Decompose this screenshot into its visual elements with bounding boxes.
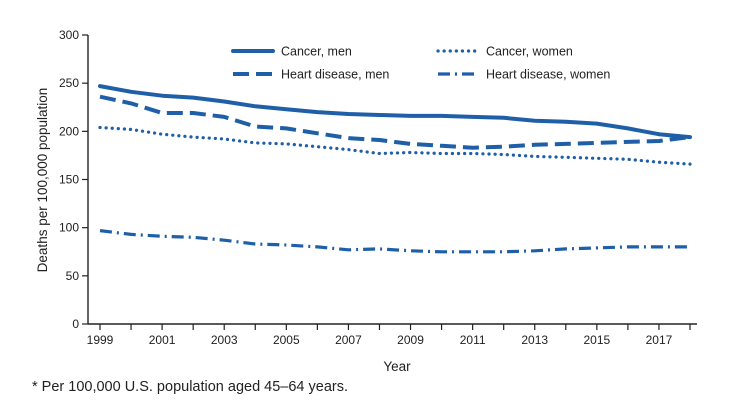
line-chart: 0 50 100 150 200 250 300 1999 2001 2003 2005 2007 2… [35, 28, 697, 374]
x-tick-label: 2017 [646, 333, 673, 347]
x-tick-label: 2013 [521, 333, 548, 347]
y-axis-title: Deaths per 100,000 population [35, 88, 50, 273]
legend-label: Cancer, men [281, 45, 352, 59]
legend-item: Heart disease, women [438, 68, 610, 82]
y-tick-label: 250 [59, 76, 79, 90]
x-axis-title: Year [383, 359, 411, 374]
footnote: * Per 100,000 U.S. population aged 45–64… [32, 379, 349, 395]
x-tick-label: 2001 [149, 333, 176, 347]
x-tick-label: 2007 [335, 333, 362, 347]
y-axis: 0 50 100 150 200 250 300 [59, 28, 89, 331]
y-tick-label: 200 [59, 124, 79, 138]
x-tick-label: 2011 [460, 333, 486, 347]
legend-item: Cancer, men [231, 45, 352, 59]
y-tick-label: 50 [66, 269, 80, 283]
x-tick-label: 2005 [273, 333, 300, 347]
series-line-cancer-women [98, 125, 692, 166]
y-tick-label: 300 [59, 28, 79, 42]
x-axis: 1999 2001 2003 2005 2007 2009 2011 2013 2015 2017 [87, 323, 697, 347]
legend-label: Heart disease, men [281, 68, 389, 82]
series-line-heart-disease-women [99, 229, 690, 254]
series-layer [98, 84, 692, 254]
y-tick-label: 0 [72, 317, 79, 331]
series-line-heart-disease-men [99, 94, 691, 150]
series-line-cancer-men [98, 84, 692, 140]
x-tick-label: 2003 [211, 333, 238, 347]
y-tick-label: 100 [59, 221, 79, 235]
x-tick-label: 1999 [87, 333, 114, 347]
legend-label: Cancer, women [486, 45, 573, 59]
legend-item: Cancer, women [436, 45, 573, 59]
x-tick-label: 2015 [583, 333, 610, 347]
legend-label: Heart disease, women [486, 68, 610, 82]
legend: Cancer, men Cancer, women Heart disease, m… [231, 45, 610, 82]
x-tick-label: 2009 [397, 333, 424, 347]
legend-item: Heart disease, men [233, 68, 389, 82]
y-tick-label: 150 [59, 173, 79, 187]
